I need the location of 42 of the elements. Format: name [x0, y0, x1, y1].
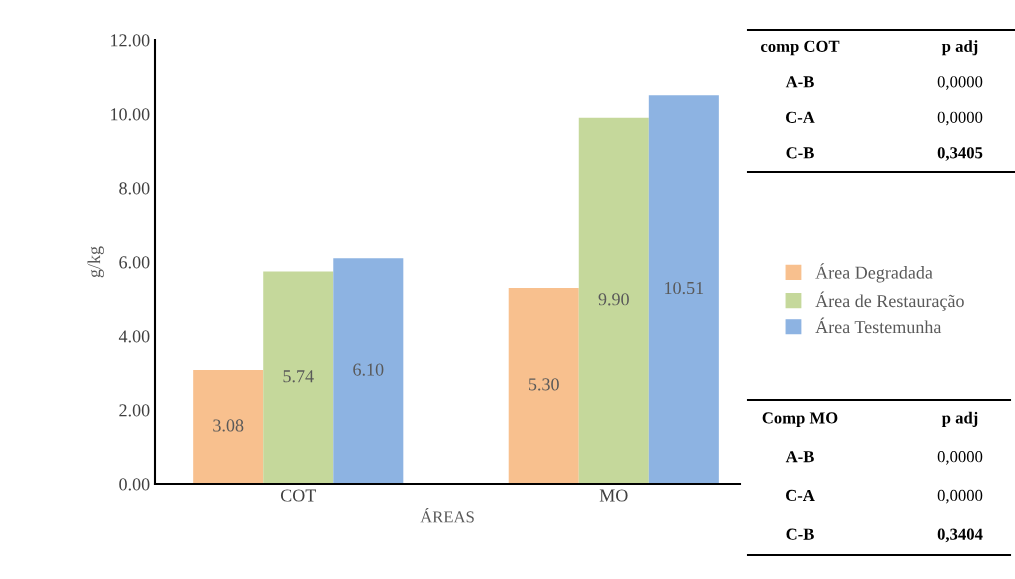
y-tick-label: 8.00	[119, 182, 150, 195]
bar	[193, 370, 264, 484]
data-label: 5.74	[283, 370, 314, 383]
text: 0,0000	[937, 489, 983, 504]
y-tick-label: 10.00	[111, 108, 150, 121]
data-label: 9.90	[598, 293, 629, 306]
text: C-A	[786, 489, 815, 502]
text: A-B	[785, 76, 814, 88]
text: A-B	[785, 451, 814, 463]
legend-label: Área Testemunha	[815, 317, 942, 334]
text: C-B	[786, 528, 814, 540]
text: C-A	[786, 111, 815, 123]
text: C-B	[786, 147, 814, 159]
text: 0,0000	[937, 451, 983, 465]
text: p adj	[941, 40, 978, 56]
text: 0,0000	[937, 111, 983, 126]
bar	[333, 258, 404, 484]
text: 0,0000	[937, 76, 983, 90]
y-tick-label: 0.00	[119, 478, 150, 491]
y-tick-label: 12.00	[111, 34, 150, 47]
bar	[508, 287, 579, 484]
text: 0,3405	[937, 147, 983, 161]
bar	[263, 271, 334, 484]
x-axis-title: ÁREAS	[420, 508, 474, 523]
y-axis-title: g/kg	[87, 246, 104, 278]
x-tick-label: MO	[599, 489, 628, 502]
data-label: 6.10	[353, 363, 384, 376]
text: p adj	[941, 411, 978, 427]
bar	[578, 117, 649, 484]
bar	[648, 95, 719, 484]
y-tick-label: 4.00	[118, 330, 150, 343]
text: Comp MO	[762, 412, 838, 427]
legend-label: Área de Restauração	[815, 291, 964, 311]
y-tick-label: 6.00	[119, 256, 150, 269]
data-label: 5.30	[528, 378, 559, 391]
text: comp COT	[760, 40, 840, 56]
y-tick-label: 2.00	[119, 404, 150, 417]
data-label: 3.08	[213, 419, 244, 432]
data-label: 10.51	[665, 281, 704, 295]
legend-label: Área Degradada	[815, 263, 933, 283]
x-tick-label: COT	[280, 489, 317, 502]
text: 0,3404	[937, 528, 983, 543]
